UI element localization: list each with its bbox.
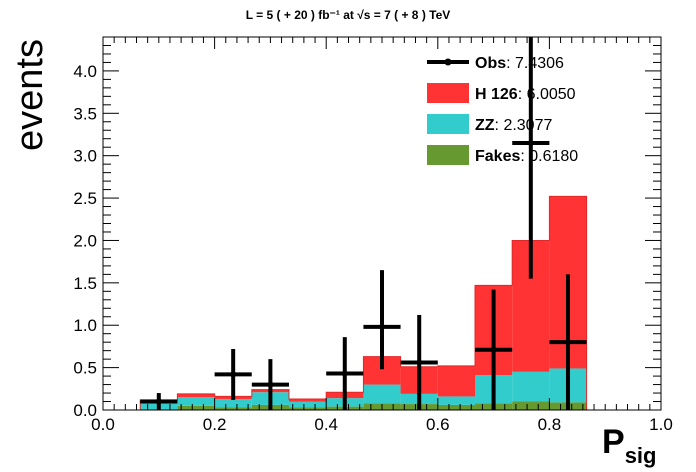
x-axis-title-main: P: [602, 423, 625, 461]
obs-point-4: [363, 270, 401, 370]
y-tick-label: 0.5: [73, 359, 97, 378]
x-axis-title: Psig: [602, 423, 656, 468]
legend-text: Fakes: 0.6180: [475, 148, 578, 165]
legend-text: H 126: 6.0050: [475, 86, 576, 103]
obs-point-7: [512, 37, 550, 279]
legend-label: ZZ: [475, 117, 495, 134]
bar-zz-10: [512, 371, 550, 402]
obs-point-3: [326, 337, 364, 410]
y-tick-label: 2.0: [73, 231, 97, 250]
legend-value: : 7.4306: [506, 55, 564, 72]
x-tick-label: 0.0: [91, 415, 115, 434]
bar-zz-8: [437, 396, 476, 405]
legend-entry-fakes: Fakes: 0.6180: [427, 145, 578, 165]
bar-fakes-8: [437, 404, 476, 410]
y-tick-label: 3.0: [73, 147, 97, 166]
obs-marker: [379, 323, 385, 330]
obs-point-2: [251, 359, 289, 410]
legend-text: ZZ: 2.3077: [475, 117, 552, 134]
stack-outline: [139, 195, 588, 410]
stacked-bars: [139, 195, 588, 410]
bar-zz-4: [288, 401, 327, 408]
chart-title: L = 5 ( + 20 ) fb⁻¹ at √s = 7 ( + 8 ) Te…: [246, 8, 451, 22]
y-tick-label: 3.5: [73, 104, 97, 123]
y-tick-label: 1.5: [73, 274, 97, 293]
x-tick-label: 0.2: [203, 415, 227, 434]
y-tick-label: 4.0: [73, 62, 97, 81]
obs-marker: [267, 381, 274, 388]
bar-fakes-10: [512, 401, 550, 410]
legend-label: Obs: [475, 55, 506, 72]
bar-h-126-8: [437, 365, 476, 397]
bar-fakes-4: [288, 407, 327, 410]
legend-box-swatch: [427, 145, 469, 165]
x-tick-label: 1.0: [649, 415, 673, 434]
legend-entry-h-126: H 126: 6.0050: [427, 83, 576, 103]
obs-marker: [490, 346, 497, 353]
legend-value: : 0.6180: [520, 148, 578, 165]
obs-point-1: [214, 348, 252, 400]
bar-zz-2: [214, 398, 252, 408]
y-tick-label: 0.0: [73, 401, 97, 420]
obs-point-0: [140, 393, 178, 410]
legend-label: H 126: [475, 86, 518, 103]
legend-label: Fakes: [475, 148, 520, 165]
obs-point-6: [475, 289, 513, 410]
y-tick-label: 2.5: [73, 189, 97, 208]
obs-marker: [230, 371, 237, 378]
obs-point-5: [400, 315, 438, 410]
obs-marker: [527, 139, 534, 146]
obs-point-8: [549, 274, 587, 410]
bar-h-126-4: [288, 398, 327, 402]
legend-box-swatch: [427, 114, 469, 134]
legend: Obs: 7.4306 H 126: 6.0050 ZZ: 2.3077 Fakes:…: [427, 55, 578, 165]
y-tick-label: 1.0: [73, 316, 97, 335]
legend-value: : 2.3077: [495, 117, 553, 134]
legend-value: : 6.0050: [518, 86, 576, 103]
obs-marker: [155, 398, 162, 405]
obs-marker: [416, 359, 423, 366]
x-axis-title-subscript: sig: [625, 443, 657, 468]
x-tick-label: 0.8: [538, 415, 562, 434]
observed-points: [140, 37, 587, 410]
legend-entry-obs: Obs: 7.4306: [427, 55, 564, 72]
axes: 0.0 0.2 0.4 0.6 0.8 1.0 0.0 0.5 1.0 1.5 2.0 2.5 3.0 3…: [73, 36, 673, 434]
bar-fakes-2: [214, 407, 252, 410]
legend-marker-swatch: [444, 58, 452, 66]
obs-marker: [564, 339, 571, 346]
legend-text: Obs: 7.4306: [475, 55, 564, 72]
legend-box-swatch: [427, 83, 469, 103]
x-tick-label: 0.6: [426, 415, 450, 434]
legend-entry-zz: ZZ: 2.3077: [427, 114, 552, 134]
obs-marker: [341, 370, 348, 377]
y-axis-title: events: [9, 39, 51, 151]
x-tick-label: 0.4: [314, 415, 338, 434]
bar-zz-1: [177, 397, 215, 406]
bar-h-126-1: [177, 393, 215, 398]
bar-zz-6: [363, 384, 401, 404]
bar-fakes-1: [177, 405, 215, 410]
